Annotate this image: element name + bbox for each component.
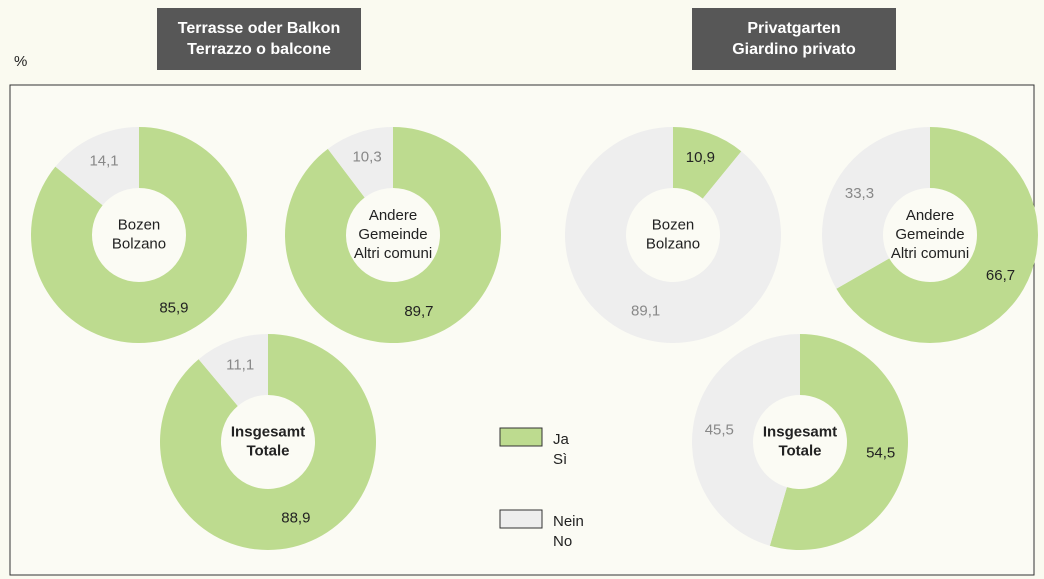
legend-label: Sì (553, 451, 567, 468)
legend-swatch (499, 509, 543, 529)
group-title: Privatgarten (747, 20, 840, 37)
donut-slice (565, 127, 781, 343)
value-label: 85,9 (159, 300, 188, 317)
donut-slice (285, 127, 502, 344)
value-label: 89,1 (631, 303, 660, 320)
center-label: Totale (246, 442, 289, 459)
group-title-box (157, 8, 361, 70)
value-label: 11,1 (226, 356, 254, 373)
legend-label: Ja (553, 431, 570, 448)
value-label: 45,5 (705, 421, 734, 438)
value-label: 14,1 (89, 152, 118, 169)
legend-label: No (553, 533, 572, 550)
center-label: Altri comuni (891, 245, 969, 262)
donut-slice (692, 334, 800, 546)
legend-swatch (499, 427, 543, 447)
center-label: Gemeinde (358, 226, 427, 243)
value-label: 33,3 (845, 185, 874, 202)
donut-slice (673, 127, 742, 199)
unit-label: % (14, 53, 27, 70)
value-label: 88,9 (281, 510, 310, 527)
center-label: Bozen (652, 216, 695, 233)
value-label: 66,7 (986, 267, 1015, 284)
center-label: Bolzano (112, 235, 166, 252)
group-title: Terrazzo o balcone (187, 41, 331, 58)
center-label: Andere (906, 207, 954, 224)
legend-label: Nein (553, 513, 584, 530)
donut-slice (327, 127, 393, 198)
value-label: 54,5 (866, 444, 895, 461)
center-label: Gemeinde (895, 226, 964, 243)
value-label: 10,3 (352, 149, 381, 166)
value-label: 10,9 (686, 149, 715, 166)
center-label: Bozen (118, 216, 161, 233)
center-label: Andere (369, 207, 417, 224)
group-title-box (692, 8, 896, 70)
donut-slice (198, 334, 268, 406)
center-label: Insgesamt (763, 423, 837, 440)
donut-slice (159, 334, 376, 550)
donut-slice (836, 127, 1039, 343)
donut-slice (769, 334, 908, 550)
center-label: Insgesamt (231, 423, 305, 440)
donut-slice (30, 127, 247, 343)
center-label: Bolzano (646, 235, 700, 252)
group-title: Terrasse oder Balkon (178, 20, 340, 37)
center-label: Altri comuni (354, 245, 432, 262)
donut-slice (822, 127, 930, 289)
group-title: Giardino privato (732, 41, 856, 58)
value-label: 89,7 (404, 303, 433, 320)
center-label: Totale (778, 442, 821, 459)
donut-slice (55, 127, 139, 206)
